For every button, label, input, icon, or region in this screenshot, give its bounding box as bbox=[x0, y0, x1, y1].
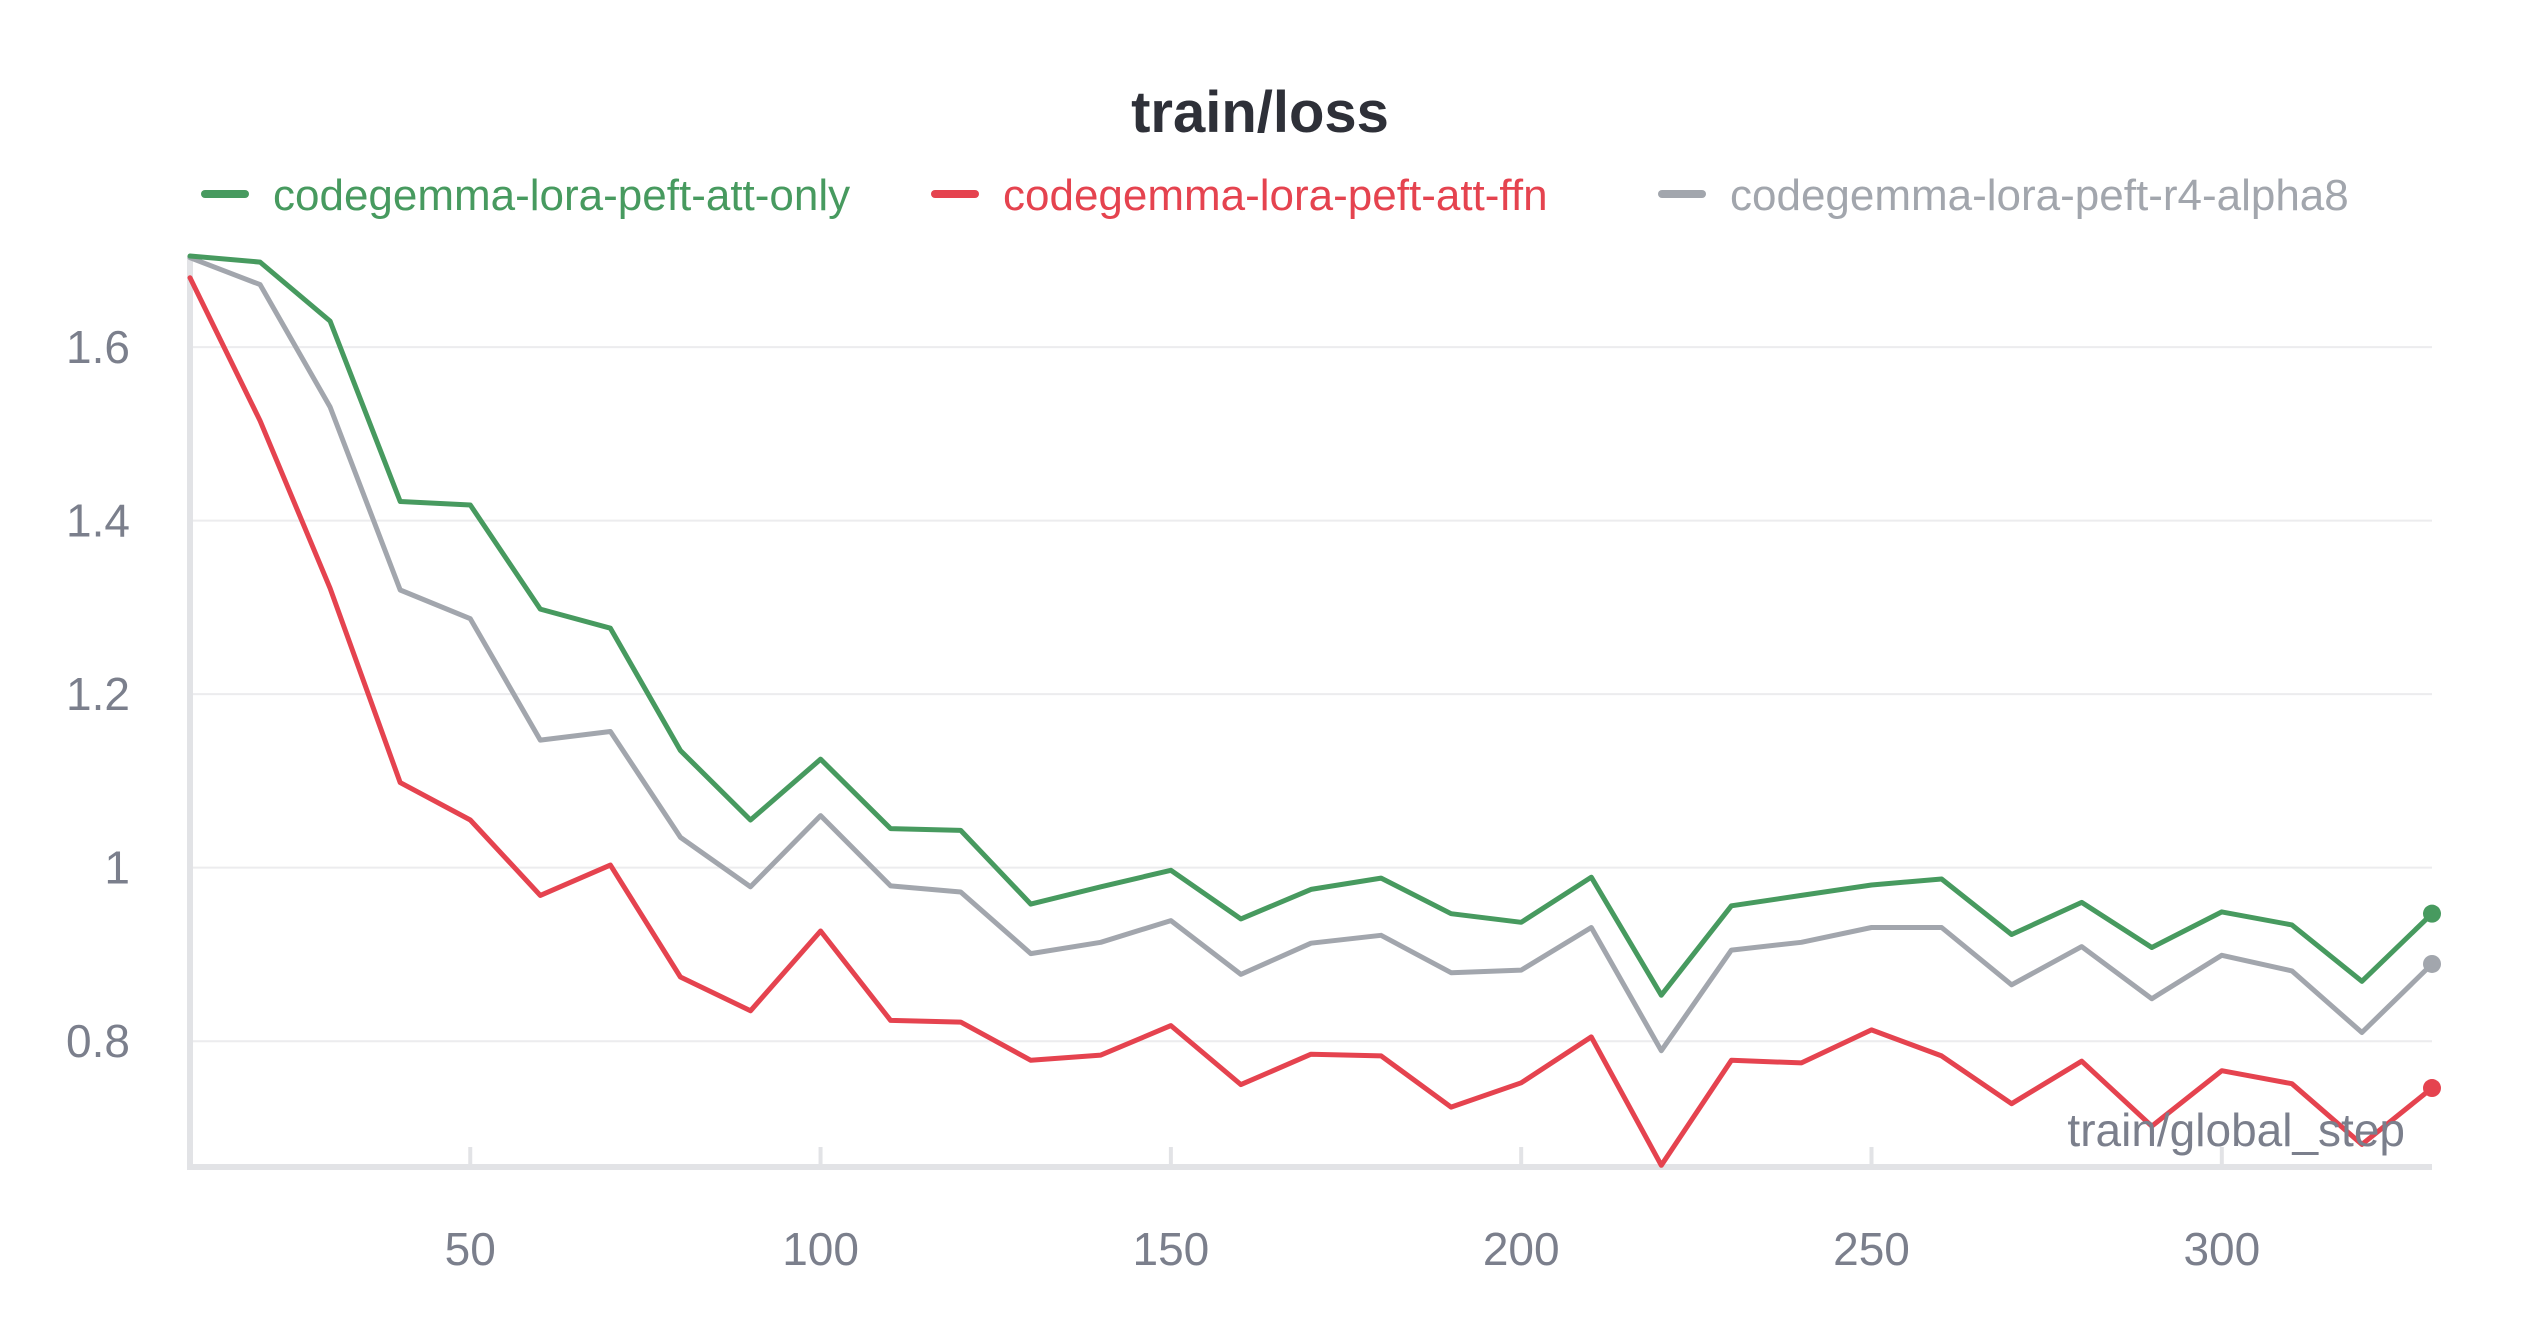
axes bbox=[187, 256, 2432, 1170]
series-end-marker-0 bbox=[2423, 904, 2441, 923]
y-tick-label: 1.2 bbox=[66, 668, 130, 720]
x-tick-label: 100 bbox=[782, 1223, 859, 1275]
x-axis-ticks: 50 100 150 200 250 300 bbox=[445, 1147, 2260, 1275]
y-tick-label: 1.4 bbox=[66, 495, 130, 547]
series-lines bbox=[187, 253, 2441, 1168]
legend-label-2: codegemma-lora-peft-r4-alpha8 bbox=[1730, 171, 2349, 220]
x-tick-label: 300 bbox=[2183, 1223, 2260, 1275]
gridlines bbox=[190, 346, 2432, 1043]
legend: codegemma-lora-peft-att-only codegemma-lo… bbox=[201, 171, 2349, 220]
x-axis-title: train/global_step bbox=[2067, 1104, 2405, 1156]
y-axis-ticks: 0.8 1 1.2 1.4 1.6 bbox=[66, 321, 130, 1067]
y-tick-label: 0.8 bbox=[66, 1015, 130, 1067]
x-tick-label: 250 bbox=[1833, 1223, 1910, 1275]
x-tick-label: 150 bbox=[1133, 1223, 1210, 1275]
legend-label-0: codegemma-lora-peft-att-only bbox=[273, 171, 850, 220]
y-tick-label: 1.6 bbox=[66, 321, 130, 373]
series-line-1 bbox=[187, 275, 2435, 1168]
series-end-marker-2 bbox=[2423, 954, 2441, 973]
x-tick-label: 200 bbox=[1483, 1223, 1560, 1275]
chart-title: train/loss bbox=[1131, 80, 1389, 145]
x-tick-label: 50 bbox=[445, 1223, 496, 1275]
series-end-marker-1 bbox=[2423, 1079, 2441, 1098]
series-line-2 bbox=[187, 255, 2435, 1054]
y-tick-label: 1 bbox=[104, 842, 130, 894]
series-line-0 bbox=[187, 253, 2435, 998]
legend-label-1: codegemma-lora-peft-att-ffn bbox=[1003, 171, 1548, 220]
